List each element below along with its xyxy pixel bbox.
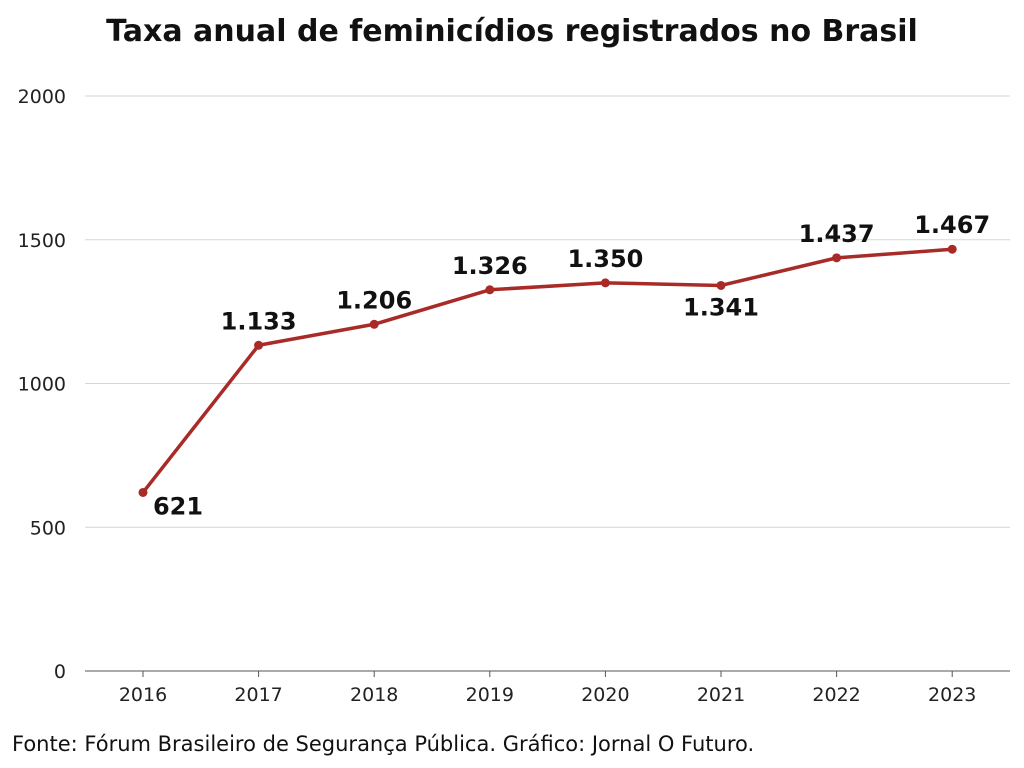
data-point-2018 — [369, 319, 379, 329]
x-tick-label-2019: 2019 — [466, 684, 514, 706]
x-tick-label-2020: 2020 — [581, 684, 629, 706]
x-tick-label-2023: 2023 — [928, 684, 976, 706]
x-tick-label-2022: 2022 — [812, 684, 860, 706]
data-label-2016: 621 — [153, 492, 203, 520]
series-line — [141, 247, 954, 495]
y-tick-label-1500: 1500 — [18, 230, 66, 252]
data-label-2022: 1.437 — [799, 220, 875, 248]
data-label-2021: 1.341 — [683, 293, 759, 321]
y-tick-label-500: 500 — [30, 517, 66, 539]
data-label-2020: 1.350 — [567, 245, 643, 273]
data-label-2019: 1.326 — [452, 252, 528, 280]
series-feminicidios — [138, 244, 957, 497]
data-point-2019 — [485, 285, 495, 295]
x-tick-label-2018: 2018 — [350, 684, 398, 706]
y-tick-label-1000: 1000 — [18, 374, 66, 396]
grid-lines — [85, 95, 1010, 528]
chart-title: Taxa anual de feminicídios registrados n… — [106, 14, 918, 49]
axes: 0 500 1000 1500 2000 2016 2017 2018 2019 2020 2021… — [18, 86, 1010, 706]
data-point-2021 — [716, 280, 726, 290]
y-tick-label-0: 0 — [54, 661, 66, 683]
data-point-2023 — [947, 244, 957, 254]
x-tick-label-2016: 2016 — [119, 684, 167, 706]
data-label-2017: 1.133 — [221, 307, 297, 335]
data-labels: 621 1.133 1.206 1.326 1.350 1.341 1.437 1.467 — [153, 211, 990, 520]
x-tick-label-2021: 2021 — [697, 684, 745, 706]
y-tick-label-2000: 2000 — [18, 86, 66, 108]
data-point-2017 — [254, 340, 264, 350]
x-tick-label-2017: 2017 — [234, 684, 282, 706]
data-point-2016 — [138, 487, 148, 497]
data-point-2022 — [832, 253, 842, 263]
data-label-2018: 1.206 — [336, 286, 412, 314]
data-label-2023: 1.467 — [914, 211, 990, 239]
source-note: Fonte: Fórum Brasileiro de Segurança Púb… — [12, 732, 755, 756]
data-point-2020 — [600, 278, 610, 288]
